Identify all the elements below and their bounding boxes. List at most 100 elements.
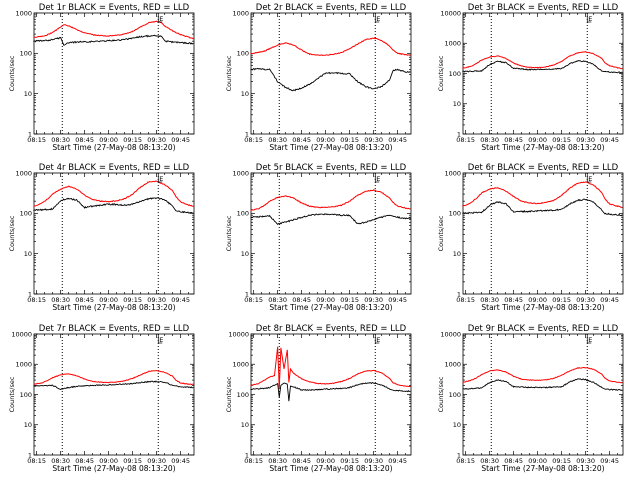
chart-panel-8: Det 8r BLACK = Events, RED = LLD 1 10 100 10… (225, 324, 412, 473)
series-black-line (250, 67, 411, 92)
x-tick-label: 08:30 (480, 457, 499, 465)
series-black-line (33, 197, 194, 214)
x-tick-label: 08:45 (504, 457, 523, 465)
plot-frame (462, 12, 624, 135)
x-tick-label: 08:15 (244, 136, 263, 144)
y-tick-label: 10000 (440, 9, 461, 17)
y-tick-label: 1000 (444, 361, 461, 369)
y-tick-label: 100 (20, 50, 32, 58)
x-tick-label: 08:15 (244, 457, 263, 465)
series-red-line (462, 181, 623, 209)
event-marker-label: E (376, 336, 380, 344)
x-tick-label: 09:30 (364, 296, 383, 304)
plot-frame (33, 333, 195, 456)
series-black-line (33, 380, 194, 391)
y-tick-label: 10 (24, 90, 32, 98)
x-tick-label: 08:45 (504, 136, 523, 144)
plot-frame (250, 333, 412, 456)
chart-panel-7: Det 7r BLACK = Events, RED = LLD 1 10 100 10… (8, 324, 195, 473)
y-axis-label: Counts/sec (8, 376, 16, 412)
x-tick-label: 09:30 (576, 136, 595, 144)
x-tick-label: 08:15 (27, 457, 46, 465)
x-tick-label: 09:30 (147, 136, 166, 144)
x-tick-label: 09:00 (528, 136, 547, 144)
x-tick-label: 09:30 (364, 457, 383, 465)
y-tick-label: 100 (20, 210, 32, 218)
x-tick-label: 08:45 (292, 296, 311, 304)
y-axis-label: Counts/sec (225, 55, 233, 91)
x-axis-label: Start Time (27-May-08 08:13:20) (52, 143, 175, 152)
x-axis-label: Start Time (27-May-08 08:13:20) (52, 303, 175, 312)
x-tick-label: 09:00 (528, 457, 547, 465)
y-tick-label: 1000 (444, 169, 461, 177)
event-marker-label: E (588, 175, 592, 183)
y-tick-label: 1 (457, 451, 461, 459)
x-tick-label: 08:45 (75, 296, 94, 304)
panel-title: Det 5r BLACK = Events, RED = LLD (256, 163, 407, 173)
panel-title: Det 8r BLACK = Events, RED = LLD (256, 324, 407, 334)
x-tick-label: 09:15 (340, 457, 359, 465)
x-tick-label: 09:45 (171, 136, 190, 144)
x-tick-label: 09:15 (552, 136, 571, 144)
series-red-line (462, 51, 623, 70)
x-tick-label: 09:30 (147, 457, 166, 465)
x-axis-label: Start Time (27-May-08 08:13:20) (269, 303, 392, 312)
x-axis-label: Start Time (27-May-08 08:13:20) (269, 143, 392, 152)
y-axis-label: Counts/sec (8, 55, 16, 91)
y-tick-label: 10 (453, 421, 461, 429)
x-tick-label: 08:15 (244, 296, 263, 304)
series-red-line (250, 37, 411, 57)
x-tick-label: 09:45 (600, 136, 619, 144)
x-tick-label: 09:45 (171, 457, 190, 465)
y-tick-label: 1000 (232, 169, 249, 177)
y-tick-label: 10 (453, 100, 461, 108)
series-red-line (250, 189, 411, 211)
y-axis-label: Counts/sec (437, 376, 445, 412)
x-tick-label: 08:45 (292, 136, 311, 144)
x-tick-label: 08:30 (51, 457, 70, 465)
y-tick-label: 100 (449, 70, 461, 78)
x-tick-label: 09:00 (316, 296, 335, 304)
y-tick-label: 1000 (15, 169, 32, 177)
y-axis-label: Counts/sec (225, 215, 233, 251)
y-tick-label: 10 (241, 250, 249, 258)
x-tick-label: 09:15 (123, 136, 142, 144)
y-tick-label: 1000 (15, 9, 32, 17)
x-tick-label: 08:15 (27, 296, 46, 304)
y-tick-label: 100 (237, 391, 249, 399)
x-tick-label: 08:30 (268, 136, 287, 144)
series-black-line (462, 198, 623, 217)
x-tick-label: 08:15 (27, 136, 46, 144)
y-tick-label: 100 (237, 210, 249, 218)
x-tick-label: 09:15 (123, 457, 142, 465)
y-tick-label: 100 (449, 210, 461, 218)
x-tick-label: 08:30 (480, 136, 499, 144)
chart-panel-1: Det 1r BLACK = Events, RED = LLD 1 10 100 10… (8, 3, 195, 152)
y-tick-label: 10000 (440, 330, 461, 338)
chart-panel-9: Det 9r BLACK = Events, RED = LLD 1 10 100 10… (437, 324, 624, 473)
plot-frame (250, 12, 412, 135)
series-black-line (250, 213, 411, 225)
series-black-line (33, 34, 194, 46)
panel-title: Det 4r BLACK = Events, RED = LLD (39, 163, 190, 173)
x-tick-label: 09:15 (340, 296, 359, 304)
series-black-line (462, 378, 623, 391)
x-axis-label: Start Time (27-May-08 08:13:20) (481, 464, 604, 473)
x-tick-label: 09:30 (364, 136, 383, 144)
x-tick-label: 09:45 (388, 136, 407, 144)
y-tick-label: 10000 (11, 330, 32, 338)
panel-title: Det 6r BLACK = Events, RED = LLD (468, 163, 619, 173)
event-marker-label: E (376, 175, 380, 183)
x-tick-label: 09:15 (123, 296, 142, 304)
event-marker-label: E (588, 15, 592, 23)
x-tick-label: 08:15 (456, 457, 475, 465)
y-tick-label: 1000 (232, 361, 249, 369)
x-tick-label: 09:45 (171, 296, 190, 304)
x-tick-label: 09:45 (388, 296, 407, 304)
x-tick-label: 08:15 (456, 136, 475, 144)
y-tick-label: 10 (24, 250, 32, 258)
y-axis-label: Counts/sec (225, 376, 233, 412)
x-tick-label: 09:00 (316, 457, 335, 465)
y-tick-label: 100 (20, 391, 32, 399)
series-black-line (462, 59, 623, 74)
